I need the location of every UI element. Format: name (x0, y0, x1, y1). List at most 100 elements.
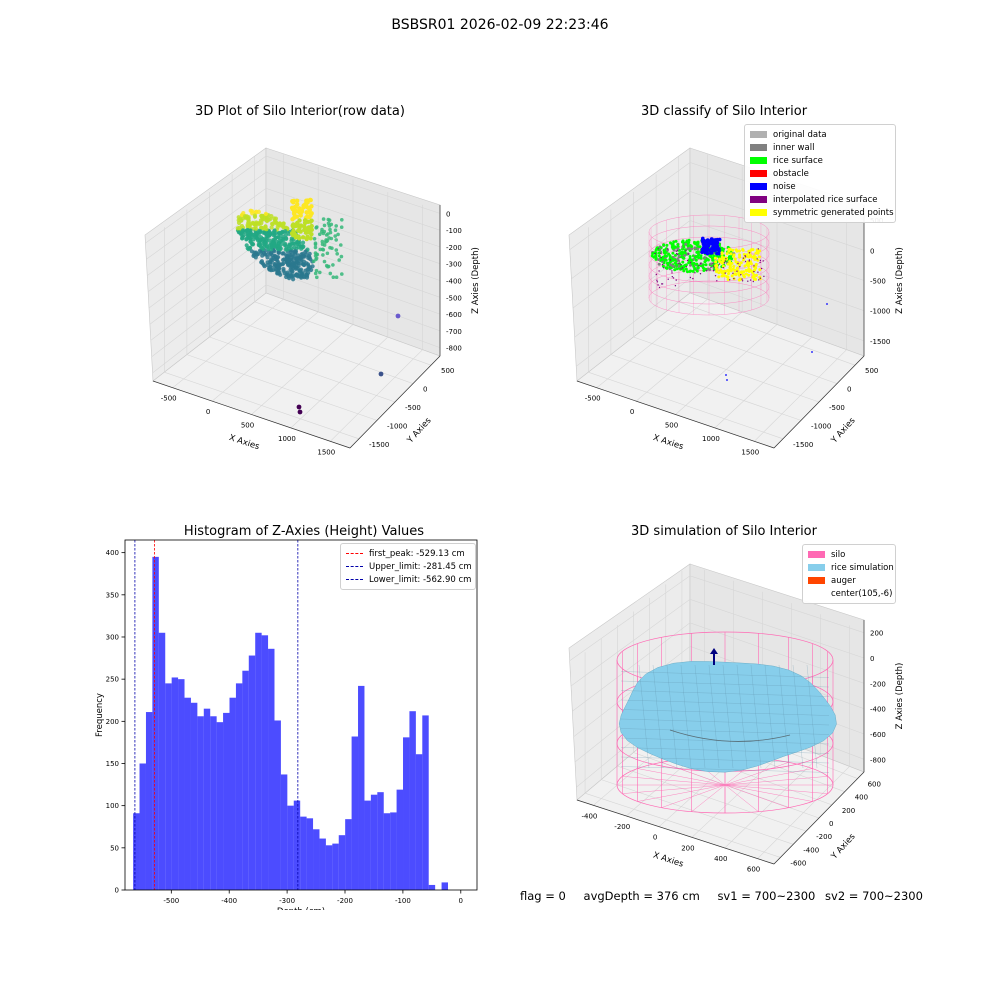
rice-mesh-line (620, 766, 830, 773)
histogram-bar (165, 683, 172, 890)
x-tick-label: 1000 (278, 435, 296, 443)
raw-data-point (340, 272, 344, 276)
z-grid-line (145, 155, 441, 244)
raw-data-point (272, 216, 277, 221)
histogram-bar (133, 813, 140, 890)
y-tick-label: 350 (106, 591, 119, 599)
simulation-3d-plot: -400-20002004006006004002000-200-400-600… (568, 563, 905, 874)
rice-mesh-line (652, 664, 664, 769)
legend-swatch (750, 144, 767, 151)
legend-entry: Lower_limit: -562.90 cm (346, 573, 472, 586)
legend-label: obstacle (773, 168, 809, 179)
legend-label: Upper_limit: -281.45 cm (369, 561, 472, 572)
interpolated-point (674, 285, 677, 287)
raw-data-point (249, 249, 254, 254)
raw-outlier-point (297, 409, 303, 415)
z-axis-label: Z Axies (Depth) (895, 247, 905, 314)
z-tick-label: -200 (870, 680, 886, 688)
x-tick-label: -200 (337, 897, 353, 905)
rice-surface-point (682, 265, 686, 269)
raw-data-point (325, 238, 330, 243)
x-tick-label: -200 (614, 823, 630, 831)
symmetric-point (732, 265, 736, 268)
raw-data-point (326, 221, 331, 226)
raw-data-point (333, 234, 338, 238)
interpolated-point (656, 281, 659, 283)
rice-surface-point (661, 255, 665, 259)
raw-data-point (287, 242, 292, 247)
interpolated-point (736, 270, 738, 272)
symmetric-point (714, 260, 718, 264)
legend-label: Lower_limit: -562.90 cm (369, 574, 472, 585)
histogram-bar (210, 716, 217, 890)
rice-surface-point (666, 263, 670, 267)
histogram-bar (428, 884, 436, 890)
legend-swatch (750, 209, 767, 216)
interpolated-point (725, 258, 727, 260)
rice-mesh-line (694, 664, 706, 769)
raw-data-point (322, 223, 327, 228)
z-tick-label: -1500 (870, 338, 890, 346)
interpolated-point (657, 284, 659, 286)
rice-surface-point (728, 256, 732, 259)
symmetric-point (729, 252, 733, 256)
x-tick-label: -400 (221, 897, 237, 905)
rice-surface-point (660, 258, 664, 262)
raw-data-point (302, 218, 308, 223)
raw-data-point (298, 255, 303, 260)
raw-data-point (260, 253, 265, 258)
interpolated-point (760, 267, 763, 270)
interpolated-point (741, 278, 743, 280)
rice-surface-point (688, 255, 692, 258)
simulation-legend: silo rice simulation auger center(105,-6) (802, 544, 896, 604)
y-tick-label: 300 (106, 633, 119, 641)
raw-data-point (276, 222, 281, 227)
raw-data-point (303, 249, 308, 254)
y-tick-label: -600 (790, 859, 806, 867)
x-axis-line (576, 380, 775, 449)
raw-data-point (264, 234, 269, 239)
interpolated-point (723, 262, 726, 264)
symmetric-point (727, 249, 731, 253)
interpolated-point (759, 259, 762, 262)
raw-data-point (294, 257, 300, 262)
z-tick-label: 0 (870, 655, 874, 663)
rice-surface-point (703, 256, 707, 260)
raw-data-point (308, 236, 313, 241)
raw-data-point (297, 236, 302, 241)
symmetric-point (754, 277, 758, 281)
raw-data-point (329, 222, 334, 227)
legend-label: original data (773, 129, 827, 140)
raw-data-point (292, 241, 297, 246)
rice-surface-point (661, 264, 665, 268)
raw-data-point (289, 236, 294, 241)
raw-data-point (289, 231, 295, 236)
x-tick-label: 500 (665, 422, 678, 430)
histogram-bar (325, 845, 333, 890)
rice-surface-point (676, 243, 680, 247)
interpolated-point (756, 258, 758, 260)
symmetric-point (737, 271, 741, 275)
legend-entry: inner wall (750, 141, 890, 154)
raw-data-point (337, 258, 342, 262)
z-tick-label: -800 (446, 345, 462, 353)
z-grid-line (571, 191, 865, 280)
rice-surface-point (670, 257, 673, 261)
rice-surface-point (696, 266, 700, 270)
silo-floor-line (622, 776, 828, 794)
noise-point (707, 248, 712, 253)
x-axis-line (152, 380, 351, 449)
y-axis-line (349, 355, 441, 449)
rice-mesh-line (620, 718, 830, 726)
noise-outlier-point (725, 374, 727, 376)
raw-data-point (309, 218, 314, 223)
symmetric-point (733, 272, 737, 276)
raw-data-point (259, 260, 264, 265)
rice-surface-shadow (669, 729, 791, 742)
y-tick-label: 600 (868, 781, 881, 789)
raw-data-point (251, 252, 257, 257)
rice-mesh-line (750, 664, 762, 769)
rice-surface-point (665, 243, 669, 247)
legend-line (346, 566, 363, 567)
histogram-bar (280, 774, 288, 890)
